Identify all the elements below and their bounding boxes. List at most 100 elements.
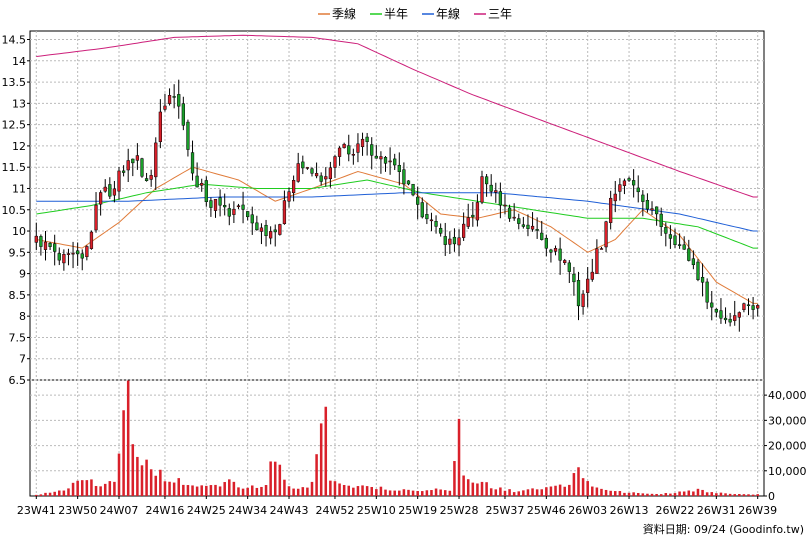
time-tick-label: 25W28 bbox=[440, 504, 479, 517]
candle-body bbox=[434, 220, 438, 227]
candle-body bbox=[517, 218, 521, 224]
candle-body bbox=[498, 191, 503, 206]
volume-bar bbox=[255, 487, 259, 496]
volume-bar bbox=[508, 489, 511, 496]
candle-body bbox=[98, 192, 103, 205]
candle-body bbox=[590, 271, 594, 280]
candle-body bbox=[733, 315, 737, 321]
candle-body bbox=[181, 103, 185, 126]
candle-body bbox=[227, 208, 231, 217]
volume-bar bbox=[568, 484, 571, 496]
candle-body bbox=[480, 176, 484, 203]
volume-bar bbox=[191, 485, 194, 496]
volume-bar bbox=[742, 494, 746, 496]
candle-body bbox=[489, 184, 493, 192]
candle-body bbox=[383, 157, 388, 164]
volume-bar bbox=[692, 491, 695, 496]
volume-bar bbox=[434, 488, 438, 496]
volume-bar bbox=[145, 459, 148, 496]
candle-body bbox=[406, 180, 411, 185]
candle-body bbox=[57, 253, 61, 261]
volume-bar bbox=[58, 490, 61, 496]
candle-body bbox=[677, 244, 682, 246]
candle-body bbox=[53, 243, 57, 252]
volume-bar bbox=[705, 492, 709, 496]
candle-body bbox=[549, 249, 553, 253]
time-tick-label: 26W03 bbox=[568, 504, 607, 517]
volume-bar bbox=[269, 461, 272, 496]
volume-bar bbox=[535, 489, 539, 496]
volume-bar bbox=[572, 473, 576, 496]
candle-body bbox=[108, 184, 112, 197]
volume-bar bbox=[71, 482, 75, 496]
legend-label: 三年 bbox=[488, 7, 512, 21]
volume-bar bbox=[333, 481, 337, 496]
volume-bar bbox=[448, 490, 452, 496]
volume-bar bbox=[186, 485, 190, 496]
candle-body bbox=[641, 194, 645, 202]
candle-body bbox=[163, 105, 167, 110]
candle-body bbox=[530, 225, 535, 230]
volume-bar bbox=[407, 489, 410, 496]
volume-bar bbox=[117, 453, 121, 496]
volume-bar bbox=[329, 480, 332, 496]
candle-body bbox=[443, 236, 447, 245]
volume-bar bbox=[246, 487, 249, 496]
volume-bar bbox=[80, 480, 84, 496]
volume-bar bbox=[90, 479, 93, 496]
candle-body bbox=[167, 95, 172, 104]
legend-label: 半年 bbox=[384, 7, 408, 21]
candle-body bbox=[255, 222, 259, 231]
volume-bar bbox=[457, 418, 461, 496]
candle-body bbox=[62, 254, 66, 264]
volume-bar bbox=[67, 488, 70, 496]
volume-bar bbox=[214, 484, 217, 496]
volume-bar bbox=[342, 484, 346, 496]
volume-bar bbox=[577, 467, 580, 496]
candle-body bbox=[700, 276, 705, 283]
volume-bar bbox=[85, 480, 89, 496]
volume-bar bbox=[453, 461, 456, 496]
candle-body bbox=[411, 183, 415, 196]
candle-body bbox=[746, 304, 751, 307]
candle-body bbox=[420, 202, 424, 218]
candle-body bbox=[121, 170, 126, 173]
candle-body bbox=[319, 175, 323, 182]
volume-bar bbox=[122, 410, 125, 496]
candle-body bbox=[439, 227, 443, 234]
volume-bar bbox=[586, 481, 589, 496]
volume-bar bbox=[375, 489, 378, 496]
price-tick-label: 11.5 bbox=[2, 161, 27, 174]
candle-body bbox=[117, 170, 121, 192]
candle-body bbox=[365, 136, 369, 142]
candle-body bbox=[581, 293, 585, 307]
candle-body bbox=[627, 178, 631, 181]
volume-bar bbox=[682, 491, 686, 496]
volume-bar bbox=[747, 494, 750, 496]
candle-body bbox=[232, 208, 236, 215]
price-tick-label: 7.5 bbox=[9, 331, 27, 344]
candle-body bbox=[269, 231, 273, 239]
volume-bar bbox=[177, 478, 181, 496]
candle-body bbox=[310, 168, 314, 174]
volume-bar bbox=[632, 492, 635, 496]
candle-body bbox=[85, 246, 89, 258]
candle-body bbox=[452, 236, 457, 245]
candle-body bbox=[632, 180, 636, 186]
volume-bar bbox=[136, 456, 139, 496]
candle-body bbox=[654, 206, 659, 215]
volume-bar bbox=[756, 494, 759, 496]
candle-body bbox=[273, 229, 277, 233]
candle-body bbox=[48, 242, 52, 247]
candle-body bbox=[471, 214, 475, 218]
candle-body bbox=[200, 183, 204, 186]
candle-body bbox=[673, 235, 677, 245]
volume-bar bbox=[715, 493, 718, 496]
volume-bar bbox=[604, 489, 608, 496]
time-tick-label: 26W13 bbox=[610, 504, 649, 517]
candle-body bbox=[223, 204, 227, 208]
candle-body bbox=[751, 305, 755, 310]
candle-body bbox=[737, 312, 741, 318]
volume-bar bbox=[421, 491, 424, 496]
volume-bar bbox=[719, 492, 723, 496]
